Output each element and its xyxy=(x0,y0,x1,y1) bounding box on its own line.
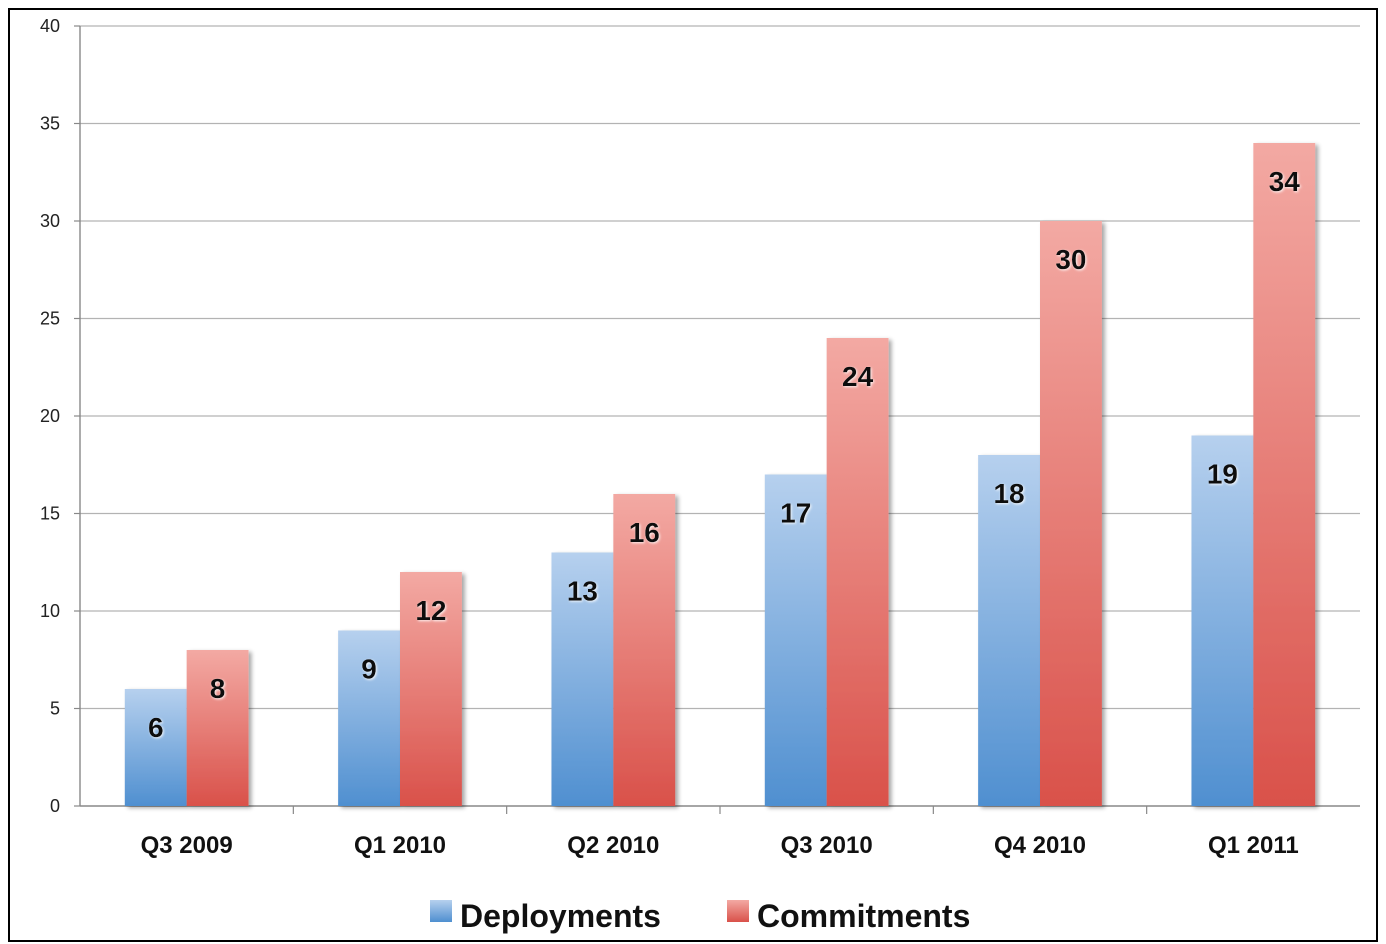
bar-deployments-q2-2010 xyxy=(551,552,614,806)
y-axis-tick-labels: 0 5 10 15 20 25 30 35 40 xyxy=(40,16,60,816)
value-label: 34 xyxy=(1269,166,1301,197)
legend-swatch-commitments xyxy=(727,900,749,922)
bar-deployments-q3-2009 xyxy=(124,689,187,806)
bar-commitments-q2-2010 xyxy=(613,494,676,806)
x-axis-tick-labels: Q3 2009 Q1 2010 Q2 2010 Q3 2010 Q4 2010 Q1 20… xyxy=(141,832,1299,859)
gridlines xyxy=(80,25,1360,710)
value-label: 18 xyxy=(993,478,1024,509)
value-label: 19 xyxy=(1207,459,1238,490)
value-label: 8 xyxy=(210,673,226,704)
x-tick-label: Q3 2010 xyxy=(781,832,873,859)
y-tick-label: 10 xyxy=(40,601,60,621)
y-tick-label: 35 xyxy=(40,114,60,134)
bar-commitments-q1-2011 xyxy=(1253,143,1316,806)
value-label: 12 xyxy=(415,595,446,626)
value-label: 13 xyxy=(567,576,598,607)
legend-label-commitments: Commitments xyxy=(757,898,970,934)
legend-swatch-deployments xyxy=(430,900,452,922)
x-tick-label: Q1 2010 xyxy=(354,832,446,859)
y-tick-label: 5 xyxy=(50,699,60,719)
value-label: 16 xyxy=(629,517,660,548)
x-tick-label: Q2 2010 xyxy=(567,832,659,859)
legend-label-deployments: Deployments xyxy=(460,898,661,934)
value-label: 30 xyxy=(1055,244,1086,275)
x-tick-label: Q3 2009 xyxy=(141,832,233,859)
bar-deployments-q3-2010 xyxy=(764,474,827,806)
y-tick-label: 15 xyxy=(40,504,60,524)
y-tick-label: 40 xyxy=(40,16,60,36)
y-tick-label: 30 xyxy=(40,211,60,231)
axes xyxy=(74,25,1360,814)
bar-commitments-q3-2010 xyxy=(826,338,889,806)
legend: Deployments Commitments xyxy=(430,898,970,934)
value-label: 24 xyxy=(842,361,874,392)
x-tick-label: Q1 2011 xyxy=(1208,832,1299,859)
y-tick-label: 20 xyxy=(40,406,60,426)
bar-commitments-q4-2010 xyxy=(1040,221,1102,806)
bar-deployments-q1-2011 xyxy=(1191,435,1254,806)
y-tick-label: 25 xyxy=(40,309,60,329)
value-label: 9 xyxy=(361,654,377,685)
value-labels: 6 8 9 12 13 16 17 24 18 30 19 34 xyxy=(148,166,1300,743)
bar-deployments-q1-2010 xyxy=(338,630,400,806)
y-tick-label: 0 xyxy=(50,796,60,816)
bar-commitments-q3-2009 xyxy=(186,650,249,806)
bars xyxy=(124,143,1316,806)
value-label: 17 xyxy=(780,498,811,529)
value-label: 6 xyxy=(148,712,164,743)
x-tick-label: Q4 2010 xyxy=(994,832,1086,859)
bar-commitments-q1-2010 xyxy=(400,572,462,806)
bar-deployments-q4-2010 xyxy=(978,455,1040,806)
